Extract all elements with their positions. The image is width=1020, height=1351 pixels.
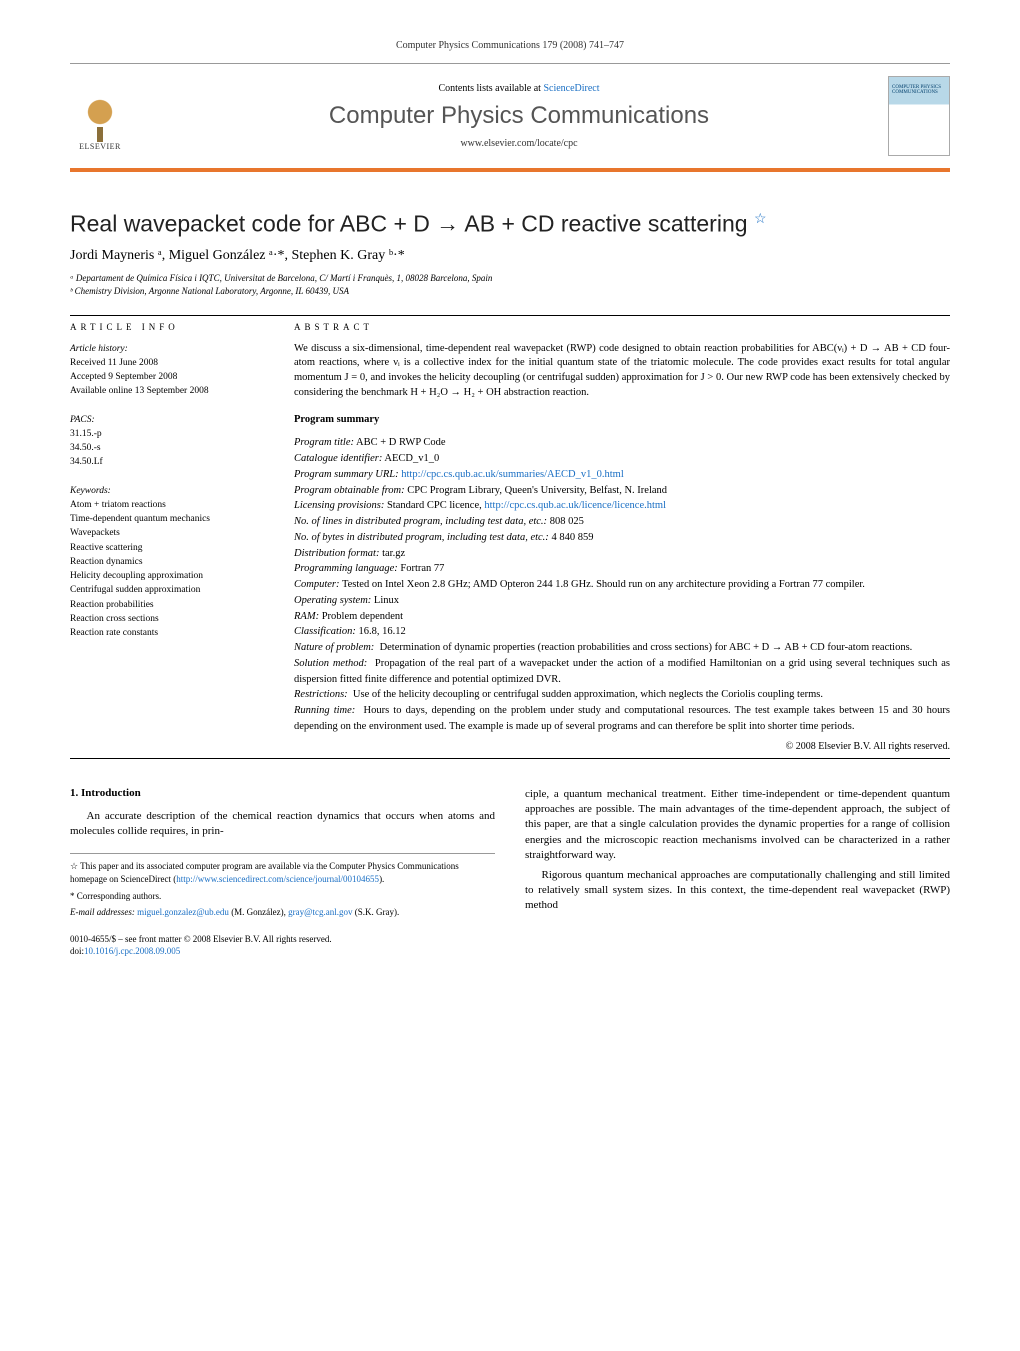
abstract-head: ABSTRACT — [294, 322, 950, 332]
pacs-label: PACS: — [70, 415, 95, 425]
ps-url: Program summary URL: http://cpc.cs.qub.a… — [294, 467, 950, 483]
footnote-corresponding: * Corresponding authors. — [70, 890, 495, 903]
keyword: Reaction rate constants — [70, 626, 270, 640]
elsevier-logo: ELSEVIER — [70, 81, 130, 151]
ps-catalogue: Catalogue identifier: AECD_v1_0 — [294, 451, 950, 467]
article-info-column: ARTICLE INFO Article history: Received 1… — [70, 322, 270, 752]
info-abstract-row: ARTICLE INFO Article history: Received 1… — [70, 322, 950, 752]
banner-center: Contents lists available at ScienceDirec… — [150, 83, 888, 149]
ps-lines: No. of lines in distributed program, inc… — [294, 514, 950, 530]
ps-restrictions: Restrictions: Use of the helicity decoup… — [294, 687, 950, 703]
body-left-column: 1. Introduction An accurate description … — [70, 787, 495, 958]
keyword: Reactive scattering — [70, 541, 270, 555]
pacs-1: 31.15.-p — [70, 427, 270, 441]
footnote-emails: E-mail addresses: miguel.gonzalez@ub.edu… — [70, 906, 495, 919]
history-received: Received 11 June 2008 — [70, 356, 270, 370]
keyword: Centrifugal sudden approximation — [70, 583, 270, 597]
sciencedirect-link[interactable]: ScienceDirect — [543, 83, 599, 94]
pacs-2: 34.50.-s — [70, 441, 270, 455]
divider — [70, 315, 950, 316]
journal-homepage-link[interactable]: www.elsevier.com/locate/cpc — [150, 138, 888, 149]
journal-banner: ELSEVIER Contents lists available at Sci… — [70, 63, 950, 172]
email-gray[interactable]: gray@tcg.anl.gov — [288, 907, 352, 917]
doi-line: doi:10.1016/j.cpc.2008.09.005 — [70, 945, 495, 958]
elsevier-tree-icon — [75, 92, 125, 142]
publisher-name: ELSEVIER — [79, 142, 121, 151]
abstract-copyright: © 2008 Elsevier B.V. All rights reserved… — [294, 741, 950, 752]
body-p3: Rigorous quantum mechanical approaches a… — [525, 868, 950, 914]
ps-class: Classification: 16.8, 16.12 — [294, 624, 950, 640]
footer-metadata: 0010-4655/$ – see front matter © 2008 El… — [70, 933, 495, 958]
email-label: E-mail addresses: — [70, 907, 137, 917]
history-accepted: Accepted 9 September 2008 — [70, 370, 270, 384]
ps-licensing: Licensing provisions: Standard CPC licen… — [294, 498, 950, 514]
affiliation-b: ᵇ Chemistry Division, Argonne National L… — [70, 285, 950, 299]
ps-title: Program title: ABC + D RWP Code — [294, 435, 950, 451]
ps-bytes: No. of bytes in distributed program, inc… — [294, 530, 950, 546]
body-p1: An accurate description of the chemical … — [70, 809, 495, 840]
running-head: Computer Physics Communications 179 (200… — [70, 40, 950, 51]
body-right-column: ciple, a quantum mechanical treatment. E… — [525, 787, 950, 958]
divider — [70, 758, 950, 759]
pacs-block: PACS: 31.15.-p 34.50.-s 34.50.Lf — [70, 413, 270, 470]
keyword: Wavepackets — [70, 526, 270, 540]
affiliation-a: ᵃ Departament de Química Física i IQTC, … — [70, 272, 950, 286]
contents-available: Contents lists available at ScienceDirec… — [150, 83, 888, 94]
ps-obtainable: Program obtainable from: CPC Program Lib… — [294, 483, 950, 499]
journal-name: Computer Physics Communications — [150, 102, 888, 130]
ps-lang: Programming language: Fortran 77 — [294, 561, 950, 577]
title-text: Real wavepacket code for ABC + D → AB + … — [70, 211, 748, 237]
keyword: Reaction dynamics — [70, 555, 270, 569]
ps-solution: Solution method: Propagation of the real… — [294, 656, 950, 688]
title-footnote-star: ☆ — [754, 210, 767, 226]
email-gonzalez[interactable]: miguel.gonzalez@ub.edu — [137, 907, 229, 917]
keyword: Helicity decoupling approximation — [70, 569, 270, 583]
cover-title: COMPUTER PHYSICS COMMUNICATIONS — [892, 85, 949, 95]
body-two-column: 1. Introduction An accurate description … — [70, 787, 950, 958]
ps-ram: RAM: Problem dependent — [294, 609, 950, 625]
body-p2: ciple, a quantum mechanical treatment. E… — [525, 787, 950, 864]
program-summary-head: Program summary — [294, 414, 950, 425]
abstract-text: We discuss a six-dimensional, time-depen… — [294, 342, 950, 401]
journal-cover-thumbnail: COMPUTER PHYSICS COMMUNICATIONS — [888, 76, 950, 156]
keywords-label: Keywords: — [70, 486, 111, 496]
article-info-head: ARTICLE INFO — [70, 322, 270, 332]
abstract-column: ABSTRACT We discuss a six-dimensional, t… — [294, 322, 950, 752]
sciencedirect-journal-link[interactable]: http://www.sciencedirect.com/science/jou… — [176, 874, 379, 884]
keywords-block: Keywords: Atom + triatom reactions Time-… — [70, 484, 270, 641]
footnote-star: ☆ This paper and its associated computer… — [70, 860, 495, 885]
keyword: Reaction probabilities — [70, 598, 270, 612]
article-title: Real wavepacket code for ABC + D → AB + … — [70, 210, 950, 238]
licence-link[interactable]: http://cpc.cs.qub.ac.uk/licence/licence.… — [484, 500, 666, 511]
issn-copyright: 0010-4655/$ – see front matter © 2008 El… — [70, 933, 495, 946]
doi-link[interactable]: 10.1016/j.cpc.2008.09.005 — [84, 946, 180, 956]
history-online: Available online 13 September 2008 — [70, 384, 270, 398]
program-url-link[interactable]: http://cpc.cs.qub.ac.uk/summaries/AECD_v… — [401, 469, 624, 480]
ps-dist: Distribution format: tar.gz — [294, 546, 950, 562]
history-label: Article history: — [70, 344, 128, 354]
author-list: Jordi Mayneris ᵃ, Miguel González ᵃ·*, S… — [70, 248, 950, 264]
ps-nature: Nature of problem: Determination of dyna… — [294, 640, 950, 656]
contents-prefix: Contents lists available at — [438, 83, 543, 94]
ps-os: Operating system: Linux — [294, 593, 950, 609]
pacs-3: 34.50.Lf — [70, 455, 270, 469]
keyword: Reaction cross sections — [70, 612, 270, 626]
ps-computer: Computer: Tested on Intel Xeon 2.8 GHz; … — [294, 577, 950, 593]
affiliations: ᵃ Departament de Química Física i IQTC, … — [70, 272, 950, 299]
article-history: Article history: Received 11 June 2008 A… — [70, 342, 270, 399]
keyword: Atom + triatom reactions — [70, 498, 270, 512]
footnotes: ☆ This paper and its associated computer… — [70, 853, 495, 918]
section-1-head: 1. Introduction — [70, 787, 495, 799]
keyword: Time-dependent quantum mechanics — [70, 512, 270, 526]
ps-runtime: Running time: Hours to days, depending o… — [294, 703, 950, 735]
